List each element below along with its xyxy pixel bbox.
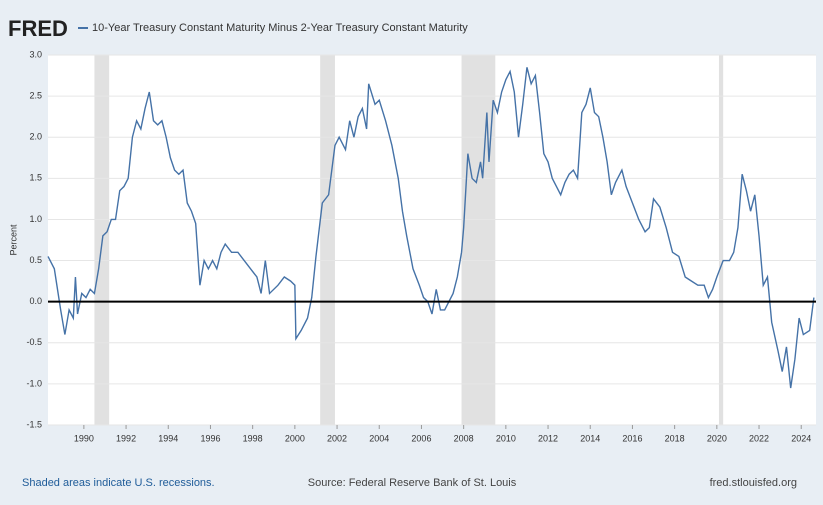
y-tick-label: 3.0 — [29, 49, 42, 59]
y-tick-label: 1.0 — [29, 214, 42, 224]
recession-note: Shaded areas indicate U.S. recessions. — [22, 477, 215, 489]
x-tick-label: 2020 — [707, 433, 727, 443]
recession-band — [718, 55, 724, 425]
y-tick-label: -1.5 — [26, 419, 42, 429]
y-axis-label: Percent — [8, 224, 18, 256]
x-tick-label: 1994 — [158, 433, 178, 443]
x-tick-label: 2004 — [369, 433, 389, 443]
x-tick-label: 2018 — [665, 433, 685, 443]
x-tick-label: 2000 — [285, 433, 305, 443]
logo: FRED — [8, 16, 68, 41]
y-tick-label: -1.0 — [26, 378, 42, 388]
y-tick-label: 0.0 — [29, 296, 42, 306]
x-tick-label: 2002 — [327, 433, 347, 443]
x-tick-label: 2008 — [454, 433, 474, 443]
x-tick-label: 2024 — [791, 433, 811, 443]
recession-band — [461, 55, 496, 425]
x-tick-label: 1998 — [243, 433, 263, 443]
site: fred.stlouisfed.org — [710, 477, 797, 489]
x-tick-label: 2016 — [622, 433, 642, 443]
x-tick-label: 2014 — [580, 433, 600, 443]
y-tick-label: 2.0 — [29, 132, 42, 142]
x-tick-label: 1992 — [116, 433, 136, 443]
recession-band — [320, 55, 335, 425]
y-tick-label: -0.5 — [26, 337, 42, 347]
x-tick-label: 2006 — [411, 433, 431, 443]
y-tick-label: 2.5 — [29, 90, 42, 100]
y-tick-label: 0.5 — [29, 255, 42, 265]
x-tick-label: 1996 — [200, 433, 220, 443]
source: Source: Federal Reserve Bank of St. Loui… — [308, 477, 517, 489]
y-tick-label: 1.5 — [29, 173, 42, 183]
chart-title: 10-Year Treasury Constant Maturity Minus… — [92, 22, 468, 34]
x-tick-label: 2010 — [496, 433, 516, 443]
x-tick-label: 2022 — [749, 433, 769, 443]
plot-area — [48, 55, 816, 425]
data-line — [47, 67, 815, 389]
x-tick-label: 1990 — [74, 433, 94, 443]
x-tick-label: 2012 — [538, 433, 558, 443]
